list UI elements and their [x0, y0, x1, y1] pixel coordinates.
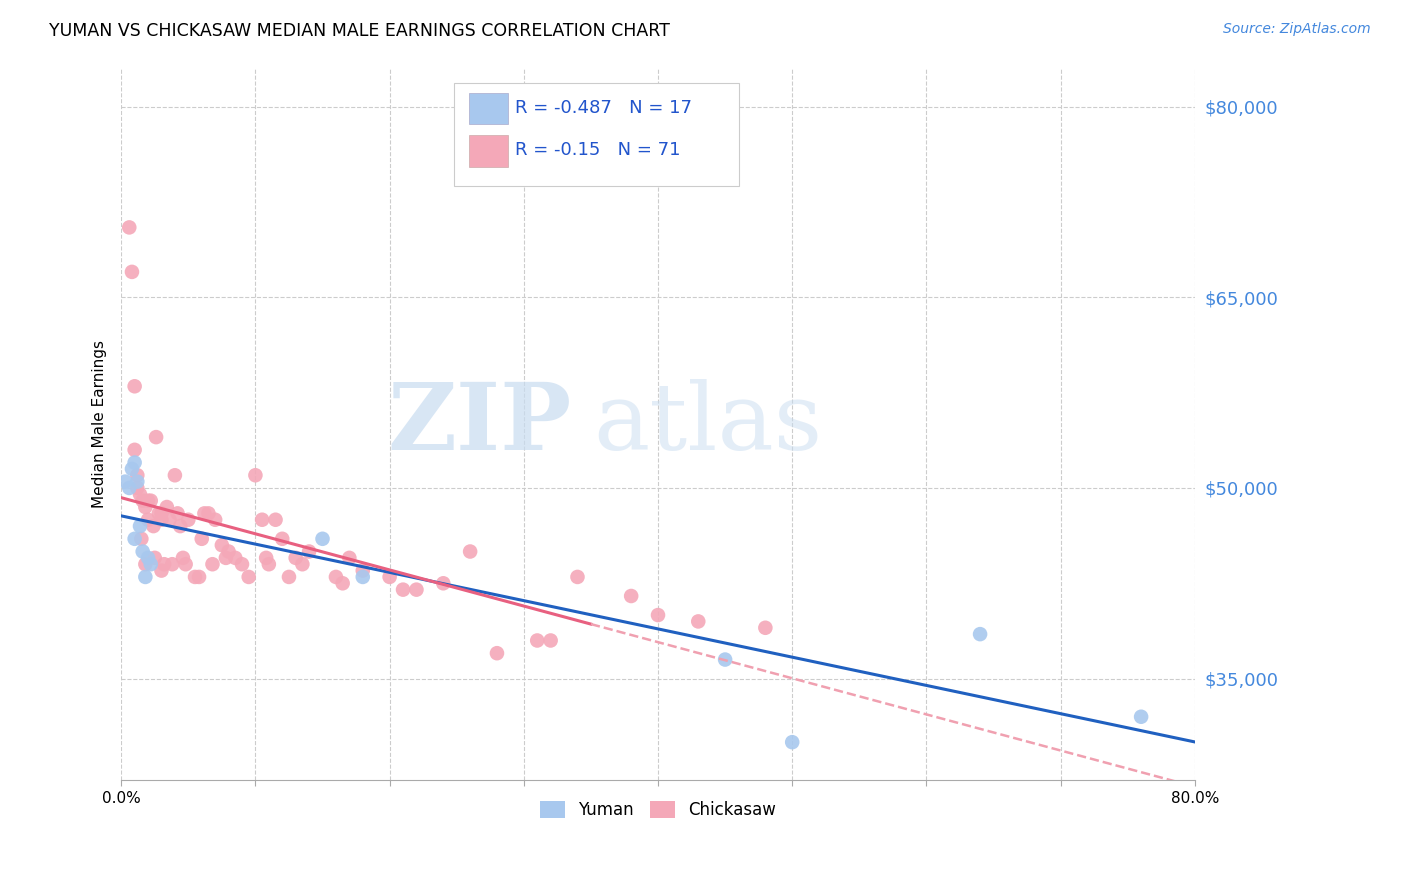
- Point: [121, 265, 143, 279]
- Point: [284, 550, 307, 565]
- Point: [184, 570, 207, 584]
- Text: R = -0.487   N = 17: R = -0.487 N = 17: [515, 99, 692, 117]
- Y-axis label: Median Male Earnings: Median Male Earnings: [93, 341, 107, 508]
- Point: [1130, 710, 1153, 724]
- Point: [352, 570, 374, 584]
- Point: [127, 475, 149, 489]
- Point: [148, 507, 170, 521]
- Point: [136, 513, 159, 527]
- Point: [211, 538, 233, 552]
- Point: [714, 652, 737, 666]
- Point: [134, 500, 156, 514]
- Point: [352, 564, 374, 578]
- Point: [160, 558, 183, 572]
- Point: [124, 532, 146, 546]
- Point: [169, 519, 191, 533]
- Point: [254, 550, 277, 565]
- Point: [127, 481, 149, 495]
- Point: [332, 576, 354, 591]
- Point: [271, 532, 294, 546]
- Text: YUMAN VS CHICKASAW MEDIAN MALE EARNINGS CORRELATION CHART: YUMAN VS CHICKASAW MEDIAN MALE EARNINGS …: [49, 22, 671, 40]
- Point: [215, 550, 238, 565]
- Point: [153, 558, 176, 572]
- Legend: Yuman, Chickasaw: Yuman, Chickasaw: [533, 794, 783, 825]
- Point: [278, 570, 301, 584]
- Point: [250, 513, 273, 527]
- Point: [134, 570, 156, 584]
- Point: [136, 493, 159, 508]
- Point: [142, 519, 165, 533]
- Point: [325, 570, 347, 584]
- Point: [129, 519, 152, 533]
- Point: [188, 570, 211, 584]
- Point: [118, 481, 141, 495]
- Point: [139, 493, 162, 508]
- Point: [172, 550, 194, 565]
- Point: [432, 576, 454, 591]
- Point: [238, 570, 260, 584]
- Point: [124, 379, 146, 393]
- Point: [264, 513, 287, 527]
- Point: [197, 507, 219, 521]
- Text: ZIP: ZIP: [388, 379, 572, 469]
- Point: [688, 615, 710, 629]
- FancyBboxPatch shape: [470, 93, 508, 124]
- Point: [163, 468, 186, 483]
- Point: [145, 430, 167, 444]
- Point: [337, 550, 360, 565]
- Text: atlas: atlas: [593, 379, 823, 469]
- Point: [118, 220, 141, 235]
- Point: [150, 564, 173, 578]
- Point: [969, 627, 991, 641]
- Point: [485, 646, 508, 660]
- Point: [224, 550, 246, 565]
- Point: [131, 532, 153, 546]
- Point: [143, 550, 166, 565]
- Point: [298, 544, 321, 558]
- Point: [291, 558, 314, 572]
- Point: [190, 532, 212, 546]
- Point: [780, 735, 803, 749]
- Point: [127, 468, 149, 483]
- Point: [134, 558, 156, 572]
- Point: [166, 507, 188, 521]
- Point: [311, 532, 333, 546]
- Point: [129, 487, 152, 501]
- FancyBboxPatch shape: [454, 83, 738, 186]
- Point: [150, 507, 173, 521]
- Point: [218, 544, 240, 558]
- Point: [150, 513, 173, 527]
- Point: [245, 468, 267, 483]
- Point: [754, 621, 776, 635]
- Point: [540, 633, 562, 648]
- Point: [257, 558, 280, 572]
- Point: [124, 442, 146, 457]
- Point: [567, 570, 589, 584]
- Point: [201, 558, 224, 572]
- Point: [114, 475, 136, 489]
- Point: [392, 582, 415, 597]
- Text: R = -0.15   N = 71: R = -0.15 N = 71: [515, 141, 681, 160]
- Point: [121, 462, 143, 476]
- Point: [156, 500, 179, 514]
- Point: [136, 550, 159, 565]
- FancyBboxPatch shape: [470, 136, 508, 167]
- Text: Source: ZipAtlas.com: Source: ZipAtlas.com: [1223, 22, 1371, 37]
- Point: [378, 570, 401, 584]
- Point: [193, 507, 215, 521]
- Point: [139, 558, 162, 572]
- Point: [124, 456, 146, 470]
- Point: [405, 582, 427, 597]
- Point: [204, 513, 226, 527]
- Point: [647, 608, 669, 623]
- Point: [131, 493, 153, 508]
- Point: [526, 633, 548, 648]
- Point: [131, 544, 153, 558]
- Point: [231, 558, 253, 572]
- Point: [159, 513, 181, 527]
- Point: [177, 513, 200, 527]
- Point: [458, 544, 481, 558]
- Point: [174, 558, 197, 572]
- Point: [620, 589, 643, 603]
